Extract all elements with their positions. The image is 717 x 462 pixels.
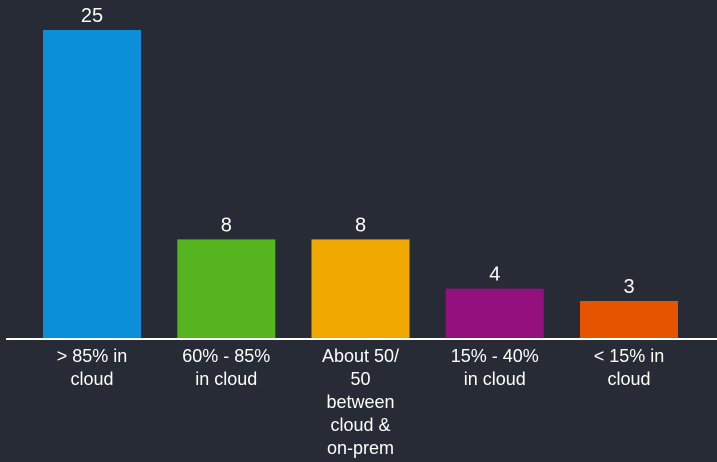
category-label-line: in cloud	[464, 369, 526, 389]
value-label-3: 4	[489, 264, 500, 286]
category-label-line: between	[326, 392, 394, 412]
bar-1	[177, 239, 276, 338]
category-label-4: < 15% in cloud	[594, 346, 665, 389]
bar-3	[445, 288, 544, 338]
bar-2	[311, 239, 410, 338]
category-label-1: 60% - 85% in cloud	[182, 346, 270, 389]
value-labels-group: 25 8 8 4 3	[81, 5, 635, 298]
category-label-0: > 85% in cloud	[57, 346, 128, 389]
category-label-line: About 50/	[322, 346, 399, 366]
category-labels-group: > 85% in cloud 60% - 85% in cloud About 50/5…	[57, 346, 665, 458]
bar-0	[43, 30, 141, 338]
category-label-line: 60% - 85%	[182, 346, 270, 366]
category-label-3: 15% - 40% in cloud	[451, 346, 539, 389]
category-label-line: 15% - 40%	[451, 346, 539, 366]
category-label-line: < 15% in	[594, 346, 665, 366]
category-label-line: cloud	[70, 369, 113, 389]
category-label-line: on-prem	[327, 438, 394, 458]
bar-4	[580, 301, 678, 338]
bars-group	[43, 30, 678, 338]
category-label-line: cloud	[607, 369, 650, 389]
category-label-line: in cloud	[195, 369, 257, 389]
value-label-0: 25	[81, 5, 103, 27]
value-label-4: 3	[623, 276, 634, 298]
category-label-line: 50	[350, 369, 370, 389]
category-label-2: About 50/50 between cloud & on-prem	[322, 346, 399, 458]
value-label-1: 8	[221, 214, 232, 236]
category-label-line: cloud &	[330, 415, 390, 435]
category-label-line: > 85% in	[57, 346, 128, 366]
value-label-2: 8	[355, 214, 366, 236]
